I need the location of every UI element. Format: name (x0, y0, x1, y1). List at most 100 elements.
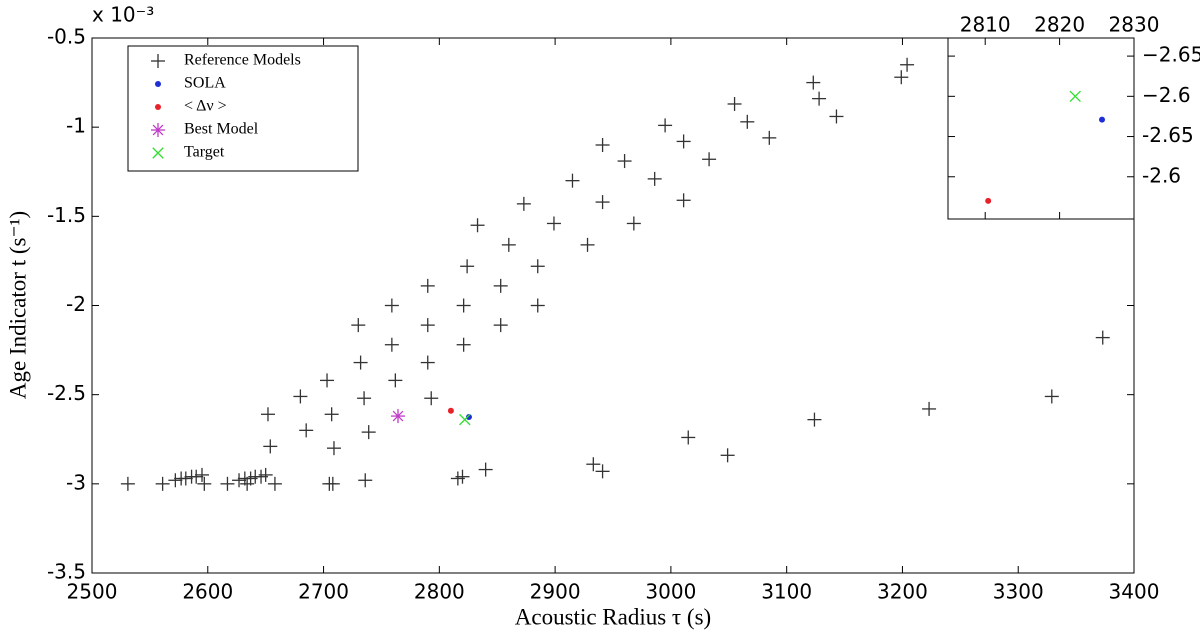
data-point (263, 439, 278, 454)
y-tick-label: −2.65 (1142, 43, 1200, 67)
data-point (353, 355, 368, 370)
legend-marker (155, 81, 161, 87)
data-point (351, 318, 366, 333)
marker-stroke (1069, 90, 1081, 103)
data-point (420, 318, 435, 333)
data-point (546, 216, 561, 231)
data-point (676, 193, 691, 208)
y-tick-label: -3 (66, 470, 86, 494)
marker-stroke (152, 124, 164, 136)
data-point (806, 75, 821, 90)
data-point (155, 476, 170, 491)
data-point (420, 278, 435, 293)
legend-label: Target (184, 144, 225, 161)
y-tick-label: -1.5 (47, 203, 86, 227)
x-tick-label: 3000 (645, 580, 696, 604)
data-point (459, 413, 471, 426)
data-point (293, 389, 308, 404)
data-point (580, 237, 595, 252)
legend-label: Reference Models (184, 52, 301, 69)
x-axis-label: Acoustic Radius τ (s) (515, 604, 711, 629)
x-tick-label: 2820 (1034, 13, 1085, 37)
data-point (658, 118, 673, 133)
data-point (617, 154, 632, 169)
data-point (299, 423, 314, 438)
legend-label: SOLA (184, 75, 226, 92)
y-tick-label: -3.5 (47, 560, 86, 584)
data-point (240, 476, 255, 491)
y-tick-label: −2.6 (1142, 83, 1191, 107)
y-tick-label: -2.65 (1142, 123, 1194, 147)
data-point (447, 407, 454, 414)
x-tick-label: 2800 (414, 580, 465, 604)
x-tick-label: 2810 (960, 13, 1011, 37)
data-point (189, 469, 204, 484)
marker-stroke (459, 413, 471, 426)
x-tick-label: 3200 (877, 580, 928, 604)
y-tick-label: -2.6 (1142, 163, 1181, 187)
data-point (120, 476, 135, 491)
marker-dot (155, 81, 161, 87)
data-point (465, 413, 472, 420)
data-point (1095, 330, 1110, 345)
data-point (681, 430, 696, 445)
data-point (194, 467, 209, 482)
x-tick-label: 2600 (182, 580, 233, 604)
data-point (455, 469, 470, 484)
data-point (424, 391, 439, 406)
data-point (586, 457, 601, 472)
x-tick-label: 3400 (1109, 580, 1160, 604)
y-axis-label: Age Indicator t (s⁻¹) (5, 211, 30, 399)
data-point (456, 298, 471, 313)
data-point (922, 401, 937, 416)
data-point (358, 473, 373, 488)
data-point (1099, 116, 1106, 123)
legend-marker (152, 147, 164, 159)
marker-dot (465, 413, 472, 420)
data-point (702, 152, 717, 167)
y-tick-label: -2 (66, 292, 86, 316)
legend-label: Best Model (184, 121, 259, 138)
data-point (168, 473, 183, 488)
marker-stroke (392, 410, 404, 422)
data-point (324, 407, 339, 422)
data-point (493, 318, 508, 333)
data-point (493, 278, 508, 293)
x-tick-label: 3100 (761, 580, 812, 604)
x-tick-label: 2900 (530, 580, 581, 604)
data-point (985, 197, 992, 204)
data-point (676, 134, 691, 149)
legend-marker (155, 104, 161, 110)
marker-dot (447, 407, 454, 414)
data-point (807, 412, 822, 427)
marker-dot (1099, 116, 1106, 123)
marker-dot (155, 104, 161, 110)
data-point (1044, 389, 1059, 404)
data-point (762, 130, 777, 145)
data-point (388, 373, 403, 388)
data-point (812, 91, 827, 106)
marker-dot (985, 197, 992, 204)
data-point (361, 425, 376, 440)
y-tick-label: -0.5 (47, 25, 86, 49)
data-point (460, 259, 475, 274)
inset-area (947, 37, 1135, 220)
data-point (325, 476, 340, 491)
data-point (320, 373, 335, 388)
data-point (900, 57, 915, 72)
data-point (178, 471, 193, 486)
data-point (326, 441, 341, 456)
data-point (258, 467, 273, 482)
legend-marker (151, 123, 165, 137)
y-multiplier: x 10⁻³ (92, 3, 154, 27)
y-tick-label: -1 (66, 114, 86, 138)
data-point (1069, 90, 1081, 103)
x-tick-label: 3300 (993, 580, 1044, 604)
data-point (626, 216, 641, 231)
data-point (267, 476, 282, 491)
data-point (829, 109, 844, 124)
legend-label: < Δν > (184, 98, 227, 115)
legend-marker (151, 54, 165, 68)
data-point (384, 337, 399, 352)
x-tick-label: 2700 (298, 580, 349, 604)
